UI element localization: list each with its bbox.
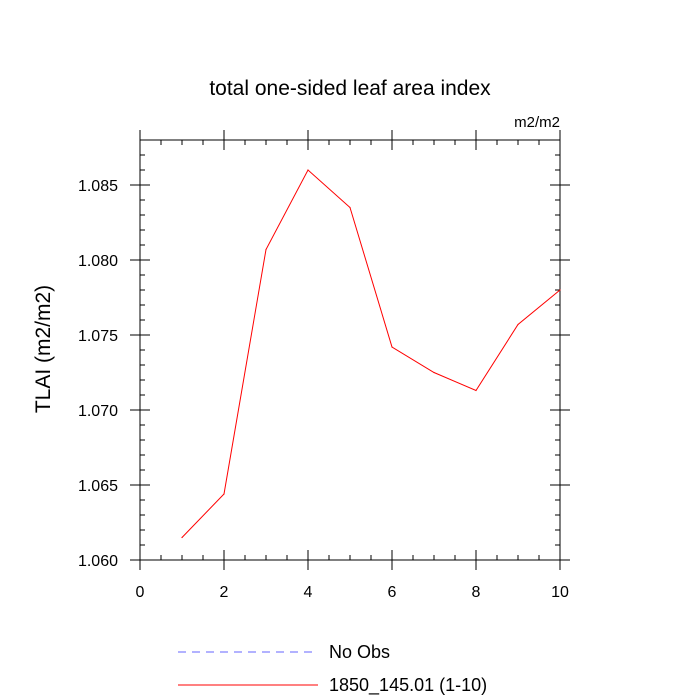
axis-tick-labels: 0 2 4 6 8 10 1.060 1.065 1.070 1.075 1.080 1.085: [78, 178, 569, 601]
series-lines: [181, 169, 561, 539]
legend: No Obs 1850_145.01 (1-10): [178, 642, 487, 696]
y-tick-label: 1.060: [78, 553, 118, 570]
y-tick-label: 1.080: [78, 253, 118, 270]
series-line: [181, 169, 561, 538]
x-tick-label: 4: [304, 584, 313, 601]
units-label: m2/m2: [514, 114, 560, 131]
legend-entry-label: No Obs: [329, 642, 390, 662]
y-tick-label: 1.065: [78, 478, 118, 495]
y-tick-label: 1.085: [78, 178, 118, 195]
data-point: [349, 206, 351, 209]
data-point: [559, 289, 561, 291]
x-tick-label: 0: [136, 584, 145, 601]
axis-ticks: [130, 130, 570, 570]
data-point: [475, 389, 477, 392]
y-tick-label: 1.075: [78, 328, 118, 345]
x-tick-label: 10: [551, 584, 569, 601]
y-axis-label: TLAI (m2/m2): [32, 285, 55, 413]
plot-frame: [139, 139, 561, 561]
data-point: [391, 346, 393, 348]
data-point: [517, 323, 519, 326]
x-tick-label: 6: [388, 584, 397, 601]
data-point: [307, 169, 309, 171]
x-tick-label: 2: [220, 584, 229, 601]
y-tick-label: 1.070: [78, 403, 118, 420]
data-point: [433, 371, 435, 374]
x-tick-label: 8: [472, 584, 481, 601]
data-point: [265, 248, 267, 251]
data-point: [181, 536, 183, 539]
chart-title: total one-sided leaf area index: [209, 77, 491, 100]
data-point: [223, 493, 225, 495]
legend-entry-label: 1850_145.01 (1-10): [329, 675, 487, 696]
